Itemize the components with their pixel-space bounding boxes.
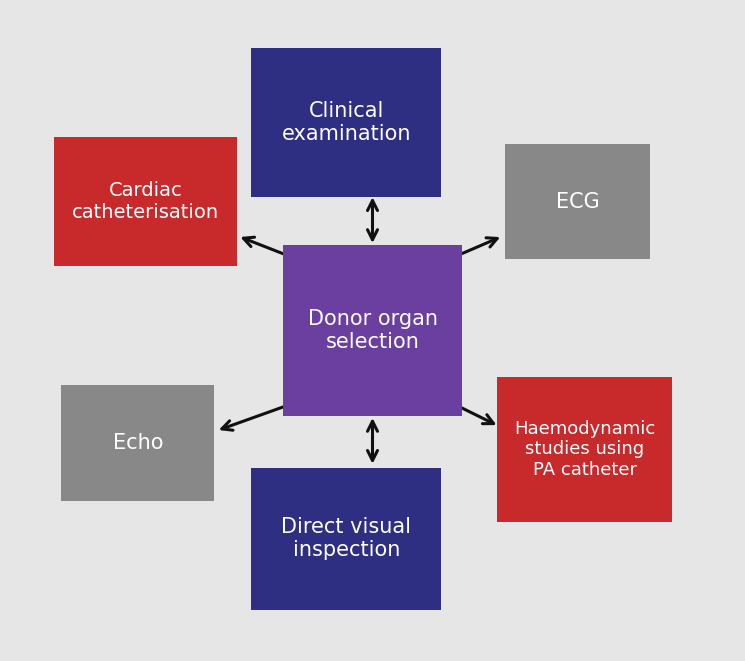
FancyBboxPatch shape [252,48,441,197]
Text: Cardiac
catheterisation: Cardiac catheterisation [72,181,219,222]
Text: Direct visual
inspection: Direct visual inspection [282,517,411,561]
FancyBboxPatch shape [505,144,650,260]
Text: Echo: Echo [112,433,163,453]
FancyBboxPatch shape [497,377,672,522]
Text: Clinical
examination: Clinical examination [282,100,411,144]
FancyBboxPatch shape [61,385,214,501]
FancyBboxPatch shape [283,245,462,416]
Text: Donor organ
selection: Donor organ selection [308,309,437,352]
FancyBboxPatch shape [54,137,236,266]
FancyBboxPatch shape [252,468,441,609]
Text: Haemodynamic
studies using
PA catheter: Haemodynamic studies using PA catheter [514,420,656,479]
Text: ECG: ECG [556,192,599,212]
